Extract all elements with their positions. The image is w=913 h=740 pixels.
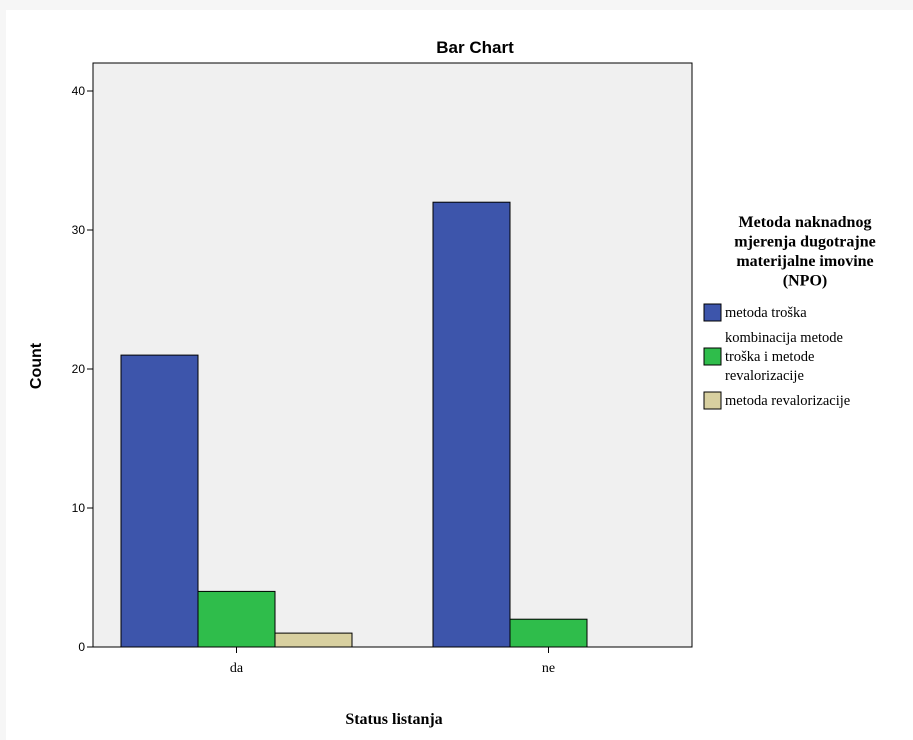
x-tick-label-ne: ne [542, 661, 555, 676]
y-tick-label: 40 [72, 84, 86, 98]
x-axis-label: Status listanja [345, 711, 442, 728]
y-tick-label: 20 [72, 362, 86, 376]
bars-group [120, 201, 588, 648]
bar-ne-series-2 [509, 618, 588, 648]
bar-da-series-2 [197, 590, 276, 648]
legend-swatch-1 [703, 303, 722, 322]
y-tick-label: 10 [72, 501, 86, 515]
plot-border [92, 62, 693, 648]
legend-label-2: troška i metode [725, 349, 814, 365]
bar-da-series-1 [120, 354, 199, 648]
legend-swatch-3 [703, 391, 722, 410]
bar-ne-series-1 [432, 201, 511, 648]
y-tick-label: 0 [78, 640, 85, 654]
legend-title: mjerenja dugotrajne [734, 234, 875, 251]
legend: Metoda naknadnog mjerenja dugotrajne mater… [703, 214, 876, 410]
chart-container: Bar Chart Count Status listanja 0 10 20 30 4… [6, 10, 913, 740]
legend-label-1: metoda troška [725, 305, 807, 321]
bar-chart: Bar Chart Count Status listanja 0 10 20 30 4… [28, 38, 876, 728]
bar-da-series-3 [274, 632, 353, 648]
y-axis-label: Count [28, 342, 45, 389]
legend-title: materijalne imovine [736, 253, 873, 270]
legend-label-2: revalorizacije [725, 368, 804, 384]
legend-swatch-2 [703, 347, 722, 366]
legend-title: (NPO) [783, 273, 827, 290]
x-tick-label-da: da [230, 661, 244, 676]
axes-group: 0 10 20 30 40 da ne [72, 62, 693, 676]
legend-title: Metoda naknadnog [739, 214, 872, 231]
legend-label-2: kombinacija metode [725, 330, 843, 346]
y-tick-label: 30 [72, 223, 86, 237]
legend-label-3: metoda revalorizacije [725, 393, 850, 409]
chart-title: Bar Chart [436, 38, 514, 57]
